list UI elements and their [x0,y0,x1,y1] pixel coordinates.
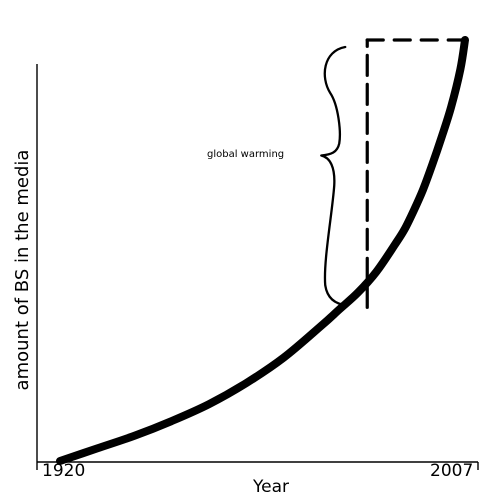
x-tick-label-end: 2007 [430,461,473,481]
annotation-label-global-warming: global warming [207,149,284,160]
x-tick-label-start: 1920 [42,461,85,481]
axes [36,64,479,470]
y-axis-label: amount of BS in the media [12,150,33,391]
x-axis-label: Year [252,477,289,497]
annotation-curly-brace [320,45,349,307]
plot-layer [56,36,469,465]
series-line [56,36,469,465]
